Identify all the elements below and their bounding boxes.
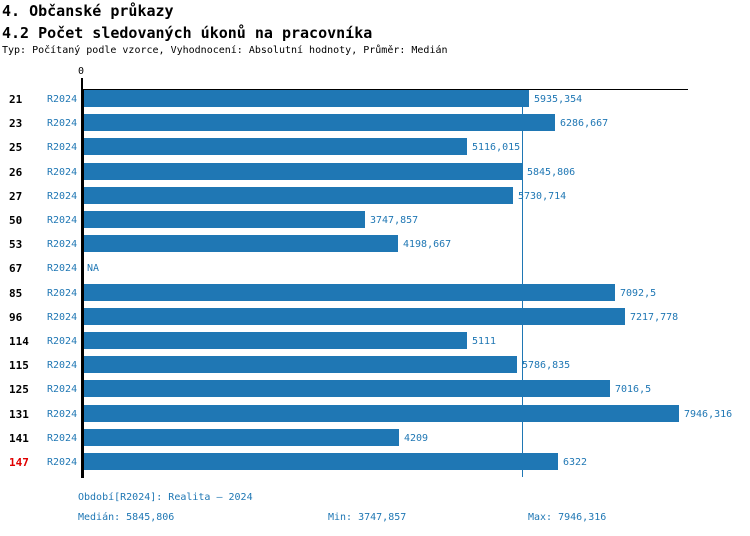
row-period-label: R2024	[47, 409, 78, 420]
bar	[84, 405, 679, 422]
bar-value-label: 6322	[563, 457, 588, 468]
bar-value-label: 4209	[404, 433, 429, 444]
row-period-label: R2024	[47, 167, 78, 178]
chart-title: 4.2 Počet sledovaných úkonů na pracovník…	[2, 24, 373, 42]
row-id-label: 96	[9, 311, 23, 324]
row-id-label: 141	[9, 432, 29, 445]
bar-value-label: 5730,714	[518, 191, 567, 202]
bar-value-label: 4198,667	[403, 239, 452, 250]
row-id-label: 131	[9, 408, 29, 421]
bar-value-label: 3747,857	[370, 215, 419, 226]
row-period-label: R2024	[47, 191, 78, 202]
row-id-label: 115	[9, 359, 29, 372]
na-label: NA	[87, 263, 100, 274]
row-period-label: R2024	[47, 263, 78, 274]
row-period-label: R2024	[47, 94, 78, 105]
row-period-label: R2024	[47, 360, 78, 371]
bar-value-label: 5111	[472, 336, 497, 347]
bar	[84, 356, 517, 373]
bar-value-label: 5116,015	[472, 142, 521, 153]
bar	[84, 211, 365, 228]
row-period-label: R2024	[47, 384, 78, 395]
footer-max: Max: 7946,316	[528, 512, 607, 523]
footer-min: Min: 3747,857	[328, 512, 407, 523]
row-id-label: 26	[9, 166, 23, 179]
row-id-label: 21	[9, 93, 23, 106]
bar	[84, 163, 522, 180]
row-id-label: 114	[9, 335, 29, 348]
bar-value-label: 7946,316	[684, 409, 733, 420]
bar	[84, 308, 625, 325]
footer-period-line: Období[R2024]: Realita – 2024	[78, 492, 253, 503]
bar-value-label: 6286,667	[560, 118, 609, 129]
row-id-label: 25	[9, 141, 23, 154]
median-gridline	[522, 90, 523, 477]
bar	[84, 332, 467, 349]
bar-value-label: 5845,806	[527, 167, 576, 178]
page-title: 4. Občanské průkazy	[2, 2, 174, 20]
x-axis-zero-tick	[81, 78, 83, 89]
bar-value-label: 7016,5	[615, 384, 652, 395]
row-period-label: R2024	[47, 457, 78, 468]
row-period-label: R2024	[47, 288, 78, 299]
bar	[84, 380, 610, 397]
row-id-label: 53	[9, 238, 23, 251]
bar	[84, 284, 615, 301]
bar	[84, 429, 399, 446]
row-id-label: 67	[9, 262, 23, 275]
bar	[84, 187, 513, 204]
row-id-label: 23	[9, 117, 23, 130]
bar-chart: 0 21 R2024 5935,354 23 R2024 6286,667 25 R2024 5…	[9, 66, 733, 478]
chart-subtitle: Typ: Počítaný podle vzorce, Vyhodnocení:…	[2, 45, 448, 56]
row-period-label: R2024	[47, 433, 78, 444]
row-id-label: 27	[9, 190, 23, 203]
bar-value-label: 5935,354	[534, 94, 583, 105]
chart-top-border	[81, 89, 688, 90]
row-period-label: R2024	[47, 336, 78, 347]
bar-value-label: 7092,5	[620, 288, 657, 299]
row-period-label: R2024	[47, 239, 78, 250]
bar	[84, 90, 529, 107]
bar	[84, 235, 398, 252]
row-period-label: R2024	[47, 142, 78, 153]
row-id-label: 50	[9, 214, 23, 227]
bar-value-label: 7217,778	[630, 312, 679, 323]
y-axis-line	[81, 89, 84, 478]
footer-median: Medián: 5845,806	[78, 512, 175, 523]
row-period-label: R2024	[47, 215, 78, 226]
bar	[84, 138, 467, 155]
bar	[84, 114, 555, 131]
bar	[84, 453, 558, 470]
row-id-label: 85	[9, 287, 23, 300]
x-axis-zero-label: 0	[77, 66, 85, 77]
row-period-label: R2024	[47, 118, 78, 129]
bar-value-label: 5786,835	[522, 360, 571, 371]
row-id-label: 147	[9, 456, 29, 469]
row-period-label: R2024	[47, 312, 78, 323]
row-id-label: 125	[9, 383, 29, 396]
